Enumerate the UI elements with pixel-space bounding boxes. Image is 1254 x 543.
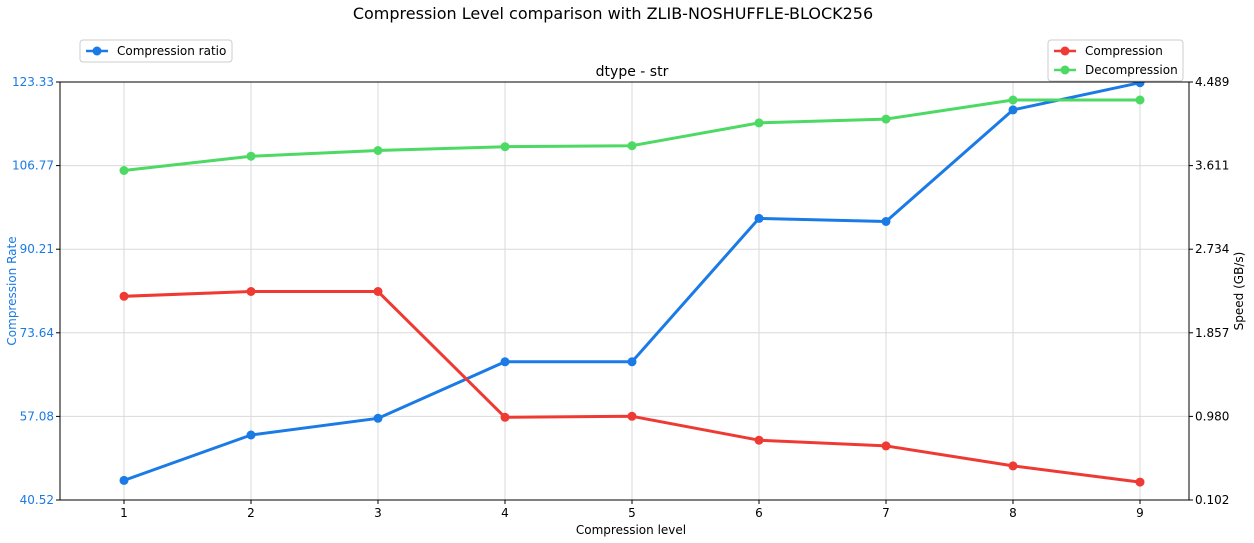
x-tick-label: 5: [628, 506, 636, 520]
legend-box: [79, 39, 233, 63]
data-point-decompression: [881, 114, 891, 124]
series-compression-ratio: [119, 78, 1145, 485]
legend-left: Compression ratio: [79, 39, 233, 63]
data-point-decompression: [246, 151, 256, 161]
x-axis-ticks: 1 2 3 4 5 6 7 8 9: [120, 500, 1144, 520]
data-point-compression-ratio: [627, 357, 637, 367]
data-point-decompression: [1135, 95, 1145, 105]
data-point-compression: [881, 441, 891, 451]
plot-frame: [59, 81, 1190, 501]
left-tick-label: 90.21: [20, 242, 54, 256]
x-tick-label: 3: [374, 506, 382, 520]
data-point-compression: [373, 287, 383, 296]
right-tick-label: 4.489: [1195, 75, 1229, 89]
right-tick-label: 2.734: [1195, 242, 1229, 256]
data-point-compression-ratio: [246, 430, 256, 440]
data-point-compression-ratio: [1008, 105, 1018, 115]
left-tick-label: 123.33: [12, 75, 54, 89]
x-axis-label: Compression level: [576, 523, 686, 537]
data-point-compression-ratio: [119, 475, 129, 485]
legend-swatch-marker: [1060, 46, 1070, 56]
series-layer: [119, 78, 1145, 487]
left-tick-label: 57.08: [20, 409, 54, 423]
right-axis-label: Speed (GB/s): [1232, 252, 1246, 331]
data-point-compression-ratio: [500, 357, 510, 367]
left-axis-label: Compression Rate: [5, 236, 19, 345]
data-point-compression: [627, 411, 637, 421]
data-point-compression: [754, 435, 764, 445]
data-point-compression: [246, 287, 256, 296]
data-point-compression-ratio: [373, 413, 383, 423]
data-point-decompression: [627, 141, 637, 151]
data-point-decompression: [754, 118, 764, 128]
data-point-compression: [119, 291, 129, 301]
right-tick-label: 0.980: [1195, 409, 1229, 423]
series-decompression: [119, 95, 1145, 175]
x-tick-label: 2: [247, 506, 255, 520]
x-tick-label: 7: [882, 506, 890, 520]
legend-label: Decompression: [1085, 63, 1178, 77]
x-tick-label: 6: [755, 506, 763, 520]
series-compression: [119, 287, 1145, 487]
chart-title: Compression Level comparison with ZLIB-N…: [353, 4, 873, 23]
left-axis-ticks: 40.52 57.08 73.64 90.21 106.77 123.33: [12, 75, 60, 507]
legend-swatch-marker: [92, 46, 102, 56]
grid: [60, 82, 1189, 500]
data-point-compression: [500, 412, 510, 422]
data-point-decompression: [500, 142, 510, 152]
legend-label: Compression ratio: [117, 44, 226, 58]
left-tick-label: 73.64: [20, 326, 54, 340]
data-point-compression: [1135, 477, 1145, 487]
x-tick-label: 1: [120, 506, 128, 520]
chart-subtitle: dtype - str: [596, 64, 669, 80]
right-tick-label: 1.857: [1195, 326, 1229, 340]
left-tick-label: 106.77: [12, 159, 54, 173]
left-tick-label: 40.52: [20, 493, 54, 507]
data-point-compression-ratio: [754, 213, 764, 223]
data-point-compression-ratio: [881, 217, 891, 226]
x-tick-label: 8: [1009, 506, 1017, 520]
data-point-decompression: [1008, 95, 1018, 105]
right-tick-label: 3.611: [1195, 159, 1229, 173]
legend-label: Compression: [1085, 44, 1163, 58]
data-point-decompression: [373, 146, 383, 155]
legend-right: Compression Decompression: [1047, 39, 1184, 82]
legend-swatch-marker: [1060, 65, 1070, 75]
right-axis-ticks: 0.102 0.980 1.857 2.734 3.611 4.489: [1189, 75, 1229, 507]
data-point-decompression: [119, 166, 129, 175]
legend-box: [1047, 39, 1184, 82]
data-point-compression: [1008, 461, 1018, 471]
x-tick-label: 4: [501, 506, 509, 520]
right-tick-label: 0.102: [1195, 493, 1229, 507]
x-tick-label: 9: [1136, 506, 1144, 520]
